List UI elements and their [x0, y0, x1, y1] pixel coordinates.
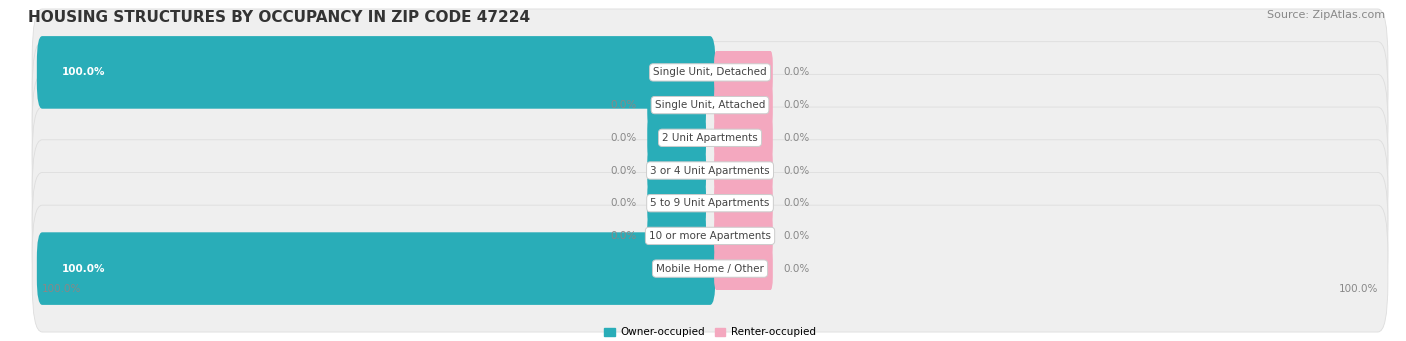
FancyBboxPatch shape: [32, 107, 1388, 234]
FancyBboxPatch shape: [37, 232, 716, 305]
Text: 0.0%: 0.0%: [610, 231, 637, 241]
Text: 0.0%: 0.0%: [610, 198, 637, 208]
FancyBboxPatch shape: [32, 9, 1388, 136]
Text: HOUSING STRUCTURES BY OCCUPANCY IN ZIP CODE 47224: HOUSING STRUCTURES BY OCCUPANCY IN ZIP C…: [28, 10, 530, 25]
Text: 0.0%: 0.0%: [783, 198, 810, 208]
FancyBboxPatch shape: [714, 84, 773, 127]
Text: 0.0%: 0.0%: [783, 100, 810, 110]
Text: 100.0%: 100.0%: [62, 264, 105, 273]
Text: 0.0%: 0.0%: [783, 231, 810, 241]
FancyBboxPatch shape: [32, 205, 1388, 332]
FancyBboxPatch shape: [647, 247, 706, 290]
Text: Source: ZipAtlas.com: Source: ZipAtlas.com: [1267, 10, 1385, 20]
FancyBboxPatch shape: [647, 84, 706, 127]
FancyBboxPatch shape: [647, 214, 706, 257]
FancyBboxPatch shape: [714, 214, 773, 257]
Text: 100.0%: 100.0%: [42, 284, 82, 294]
FancyBboxPatch shape: [647, 51, 706, 94]
FancyBboxPatch shape: [32, 140, 1388, 267]
Text: 0.0%: 0.0%: [783, 264, 810, 273]
Text: Single Unit, Attached: Single Unit, Attached: [655, 100, 765, 110]
Text: 0.0%: 0.0%: [610, 133, 637, 143]
Text: 100.0%: 100.0%: [62, 68, 105, 77]
Text: 10 or more Apartments: 10 or more Apartments: [650, 231, 770, 241]
FancyBboxPatch shape: [32, 173, 1388, 299]
Text: 100.0%: 100.0%: [1339, 284, 1378, 294]
Text: 0.0%: 0.0%: [783, 133, 810, 143]
FancyBboxPatch shape: [647, 149, 706, 192]
FancyBboxPatch shape: [37, 36, 716, 109]
FancyBboxPatch shape: [714, 51, 773, 94]
Text: 0.0%: 0.0%: [783, 68, 810, 77]
FancyBboxPatch shape: [647, 181, 706, 225]
FancyBboxPatch shape: [32, 42, 1388, 168]
Text: 5 to 9 Unit Apartments: 5 to 9 Unit Apartments: [651, 198, 769, 208]
Legend: Owner-occupied, Renter-occupied: Owner-occupied, Renter-occupied: [605, 327, 815, 337]
FancyBboxPatch shape: [32, 74, 1388, 201]
Text: 0.0%: 0.0%: [610, 165, 637, 176]
FancyBboxPatch shape: [714, 149, 773, 192]
FancyBboxPatch shape: [647, 116, 706, 160]
FancyBboxPatch shape: [714, 247, 773, 290]
Text: Single Unit, Detached: Single Unit, Detached: [654, 68, 766, 77]
Text: 0.0%: 0.0%: [610, 100, 637, 110]
Text: 0.0%: 0.0%: [783, 165, 810, 176]
Text: 3 or 4 Unit Apartments: 3 or 4 Unit Apartments: [650, 165, 770, 176]
Text: Mobile Home / Other: Mobile Home / Other: [657, 264, 763, 273]
FancyBboxPatch shape: [714, 116, 773, 160]
Text: 2 Unit Apartments: 2 Unit Apartments: [662, 133, 758, 143]
FancyBboxPatch shape: [714, 181, 773, 225]
